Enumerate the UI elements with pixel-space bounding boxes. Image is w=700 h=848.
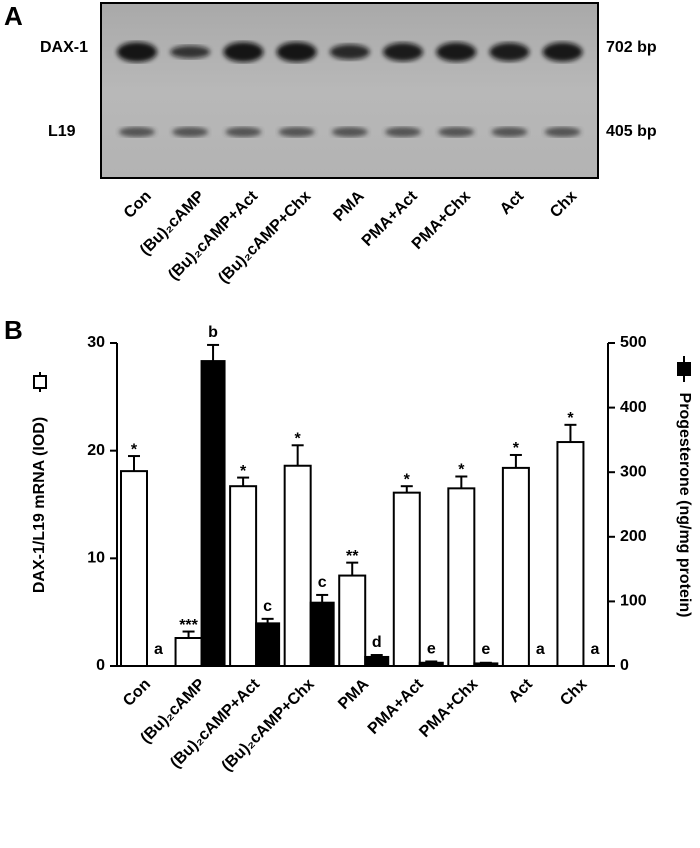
band (331, 127, 368, 137)
bar (120, 470, 148, 667)
annotation: c (263, 598, 272, 615)
annotation: * (567, 410, 574, 427)
bar (556, 441, 585, 668)
bar (447, 487, 476, 667)
bar (338, 574, 367, 667)
band (438, 127, 475, 137)
bar (473, 662, 499, 668)
annotation: ** (346, 548, 359, 565)
y-tick-label: 20 (87, 442, 105, 459)
band (491, 127, 528, 137)
y2-tick-label: 200 (620, 528, 647, 545)
gel (100, 2, 599, 179)
annotation: * (513, 440, 520, 457)
band (223, 42, 264, 62)
y-tick-label: 30 (87, 334, 105, 351)
band-size: 405 bp (606, 123, 657, 140)
band (172, 127, 209, 137)
band (119, 127, 155, 137)
x-tick-label: Chx (557, 676, 590, 709)
band (383, 42, 423, 62)
y2-tick-label: 300 (620, 463, 647, 480)
y2-tick-label: 100 (620, 593, 647, 610)
lane-label: (Bu)₂cAMP+Chx (215, 188, 314, 287)
band (489, 42, 530, 62)
bar (200, 360, 226, 667)
annotation: * (131, 441, 138, 458)
annotation: * (240, 463, 247, 480)
lane-label: (Bu)₂cAMP+Act (165, 187, 261, 283)
band (329, 44, 370, 60)
annotation: e (481, 641, 490, 658)
annotation: a (154, 641, 163, 658)
symbol (677, 362, 691, 376)
y-tick-label: 10 (87, 550, 105, 567)
x-tick-label: PMA (335, 675, 372, 712)
panel-label: B (4, 315, 23, 345)
annotation: e (427, 641, 436, 658)
band-label: DAX-1 (40, 39, 88, 56)
band (225, 127, 262, 137)
annotation: b (208, 324, 218, 341)
gel-bands (117, 42, 583, 137)
bar (501, 466, 530, 668)
bar (229, 485, 258, 667)
annotation: a (590, 641, 599, 658)
x-tick-label: Act (506, 675, 537, 706)
x-tick-label: (Bu)₂cAMP+Chx (219, 676, 318, 775)
band-label: L19 (48, 123, 76, 140)
lane-label: Con (121, 188, 155, 222)
band (544, 127, 581, 137)
band (170, 45, 211, 59)
bar (418, 661, 444, 668)
annotation: a (536, 641, 545, 658)
band (117, 42, 157, 62)
lane-label: Act (497, 187, 528, 218)
bar (174, 637, 203, 667)
band (385, 127, 421, 137)
panel-label: A (4, 1, 23, 31)
bar (255, 622, 281, 668)
bar (283, 464, 312, 667)
y2-tick-label: 0 (620, 657, 629, 674)
annotation: * (458, 462, 465, 479)
y2-axis-title: Progesterone (ng/mg protein) (676, 393, 693, 618)
band-size: 702 bp (606, 39, 657, 56)
y2-tick-label: 400 (620, 399, 647, 416)
lane-label: PMA+Chx (409, 188, 474, 253)
annotation: c (318, 574, 327, 591)
annotation: *** (179, 617, 198, 634)
bar (309, 601, 335, 668)
x-tick-label: PMA+Chx (416, 676, 481, 741)
annotation: * (295, 431, 302, 448)
band (276, 42, 317, 62)
symbol (33, 375, 47, 389)
annotation: * (404, 471, 411, 488)
y2-tick-label: 500 (620, 334, 647, 351)
band (436, 42, 477, 62)
bar (364, 655, 390, 667)
y-tick-label: 0 (96, 657, 105, 674)
y-axis-title: DAX-1/L19 mRNA (IOD) (31, 417, 48, 593)
band (278, 127, 315, 137)
lane-label: PMA (330, 187, 367, 224)
band (542, 42, 583, 62)
annotation: d (372, 634, 382, 651)
bar (392, 491, 421, 668)
lane-label: Chx (547, 188, 580, 221)
x-tick-label: Con (120, 676, 154, 710)
